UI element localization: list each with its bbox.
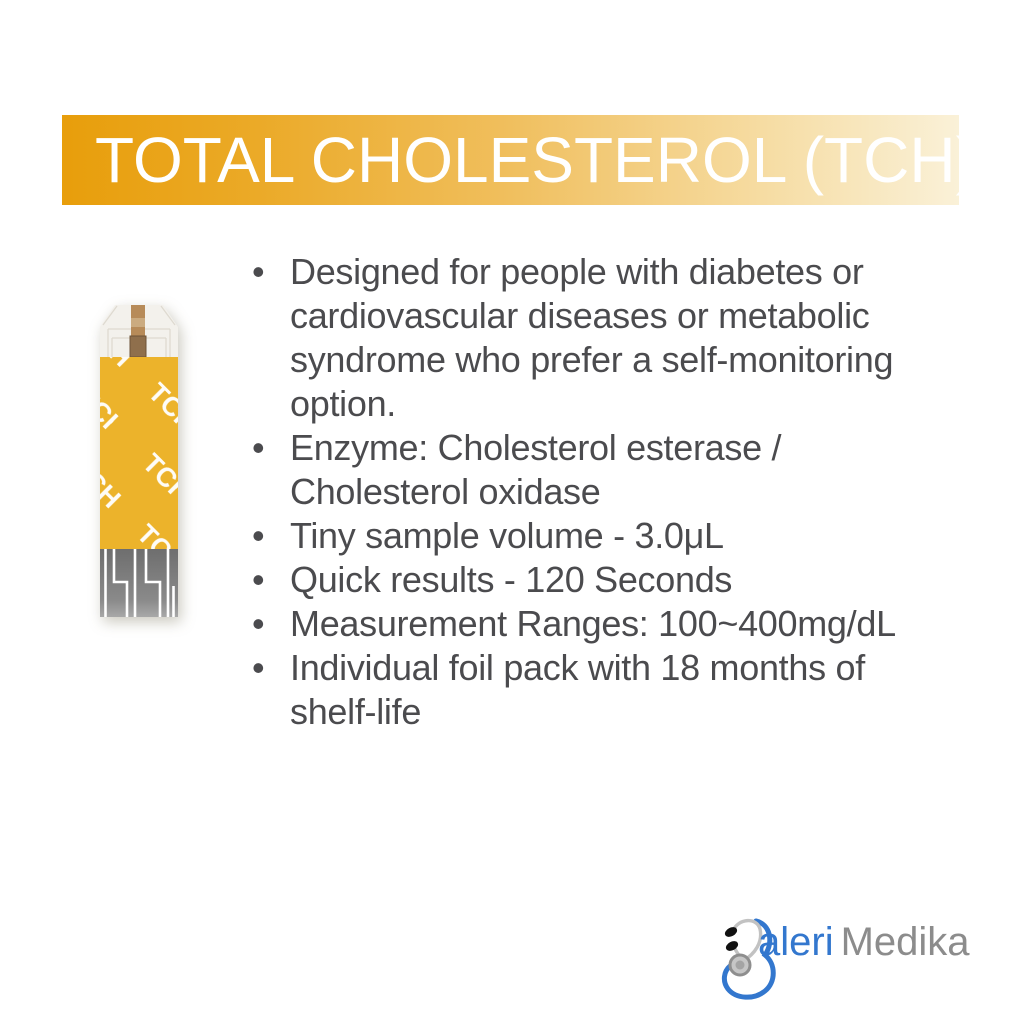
stethoscope-tube-gray	[731, 918, 763, 963]
logo-wordmark: aleri Medika	[758, 921, 970, 963]
page-title: TOTAL CHOLESTEROL (TCH)	[95, 124, 977, 196]
feature-item: Enzyme: Cholesterol esterase / Cholester…	[250, 426, 922, 514]
logo-text-aleri: aleri	[758, 920, 834, 964]
test-strip-illustration: TCH TCH	[100, 305, 178, 617]
stethoscope-tube-blue	[721, 918, 776, 1000]
feature-item: Quick results - 120 Seconds	[250, 558, 922, 602]
sample-channel	[129, 305, 147, 358]
feature-item: Individual foil pack with 18 months of s…	[250, 646, 922, 734]
electrode-traces	[104, 549, 175, 617]
strip-label-area	[100, 357, 178, 549]
feature-item: Tiny sample volume - 3.0μL	[250, 514, 922, 558]
stethoscope-earpiece	[725, 941, 739, 951]
feature-item: Measurement Ranges: 100~400mg/dL	[250, 602, 922, 646]
electrode-area	[100, 549, 178, 617]
test-strip-graphic: TCH TCH	[100, 305, 178, 617]
logo-text-medika: Medika	[840, 920, 970, 964]
feature-list: Designed for people with diabetes or car…	[250, 250, 922, 734]
title-banner: TOTAL CHOLESTEROL (TCH)	[62, 115, 977, 205]
stethoscope-g-icon	[721, 918, 776, 1000]
feature-item: Designed for people with diabetes or car…	[250, 250, 922, 426]
stethoscope-chestpiece-center	[735, 960, 745, 970]
stethoscope-earpiece	[724, 927, 738, 937]
brand-logo: aleri Medika	[712, 905, 992, 1015]
